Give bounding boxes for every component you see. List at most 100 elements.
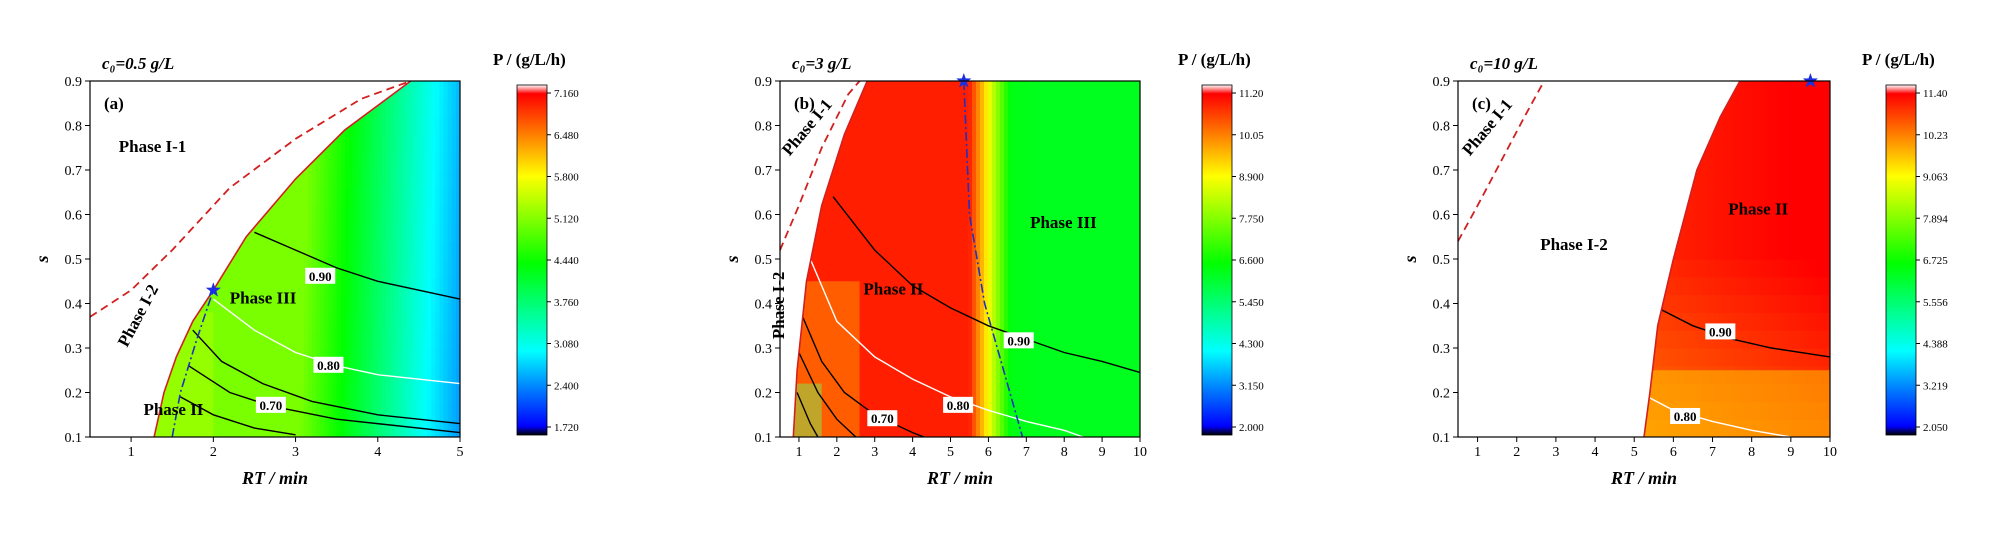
heat-cell — [344, 134, 350, 153]
heat-cell — [800, 205, 805, 224]
heat-cell — [964, 312, 969, 331]
heat-cell — [1503, 241, 1508, 259]
heat-cell — [168, 348, 173, 367]
heat-cell — [111, 384, 116, 402]
heat-cell — [1524, 419, 1529, 437]
heat-cell — [381, 81, 387, 100]
heat-cell — [1024, 401, 1029, 420]
heat-cell — [361, 152, 367, 171]
heat-cell — [1648, 116, 1653, 135]
heat-cell — [1080, 205, 1085, 224]
heat-cell — [172, 259, 177, 278]
heat-cell — [868, 170, 873, 189]
heat-cell — [176, 187, 182, 207]
heat-cell — [1520, 366, 1525, 384]
heat-cell — [1084, 205, 1089, 224]
heat-cell — [1623, 366, 1628, 384]
heat-cell — [111, 170, 116, 188]
heat-cell — [1615, 259, 1620, 277]
heat-cell — [1710, 276, 1715, 296]
heat-cell — [1000, 241, 1005, 260]
heat-cell — [295, 312, 301, 331]
heat-cell — [1586, 170, 1591, 188]
heat-cell — [320, 205, 325, 224]
heat-cell — [1594, 152, 1599, 170]
heat-cell — [381, 223, 387, 242]
heat-cell — [1619, 241, 1624, 259]
heat-cell — [1574, 384, 1579, 402]
heat-cell — [180, 98, 186, 118]
heat-cell — [1677, 259, 1682, 278]
heat-cell — [944, 187, 949, 207]
heat-cell — [291, 348, 297, 367]
heat-cell — [102, 295, 107, 313]
heat-cell — [192, 116, 198, 135]
heat-cell — [828, 365, 833, 385]
heat-cell — [1096, 170, 1101, 189]
heat-cell — [1466, 259, 1471, 277]
heat-cell — [254, 330, 260, 349]
heat-cell — [1528, 384, 1533, 402]
heat-cell — [270, 276, 276, 296]
heat-cell — [242, 116, 247, 135]
heat-cell — [1060, 348, 1065, 367]
heat-cell — [1108, 259, 1113, 278]
heat-cell — [1619, 259, 1624, 277]
heat-cell — [1060, 81, 1065, 100]
heat-cell — [824, 294, 829, 313]
heat-cell — [936, 419, 941, 437]
heat-cell — [1458, 348, 1463, 366]
heat-cell — [1582, 312, 1587, 330]
heat-cell — [956, 259, 961, 278]
heat-cell — [1611, 188, 1616, 206]
heat-cell — [328, 401, 334, 420]
heat-cell — [148, 419, 153, 437]
heat-cell — [916, 365, 921, 385]
heat-cell — [201, 330, 206, 349]
heat-cell — [1008, 312, 1013, 331]
heat-cell — [394, 330, 399, 349]
heat-cell — [1016, 170, 1021, 189]
heat-cell — [1599, 170, 1604, 188]
heat-cell — [848, 205, 853, 224]
heat-cell — [1483, 206, 1488, 224]
heat-cell — [98, 348, 103, 366]
heat-cell — [852, 259, 857, 278]
heat-cell — [916, 401, 921, 420]
heat-cell — [1112, 205, 1117, 224]
heat-cell — [102, 223, 107, 241]
heat-cell — [1644, 187, 1645, 207]
heat-cell — [1545, 259, 1550, 277]
heat-cell — [414, 170, 420, 189]
heat-cell — [1479, 259, 1484, 277]
heat-cell — [960, 134, 965, 153]
heat-cell — [872, 259, 877, 278]
heat-cell — [1578, 401, 1583, 419]
heat-cell — [936, 81, 941, 100]
heat-cell — [1524, 152, 1529, 170]
heat-cell — [418, 205, 424, 224]
heat-cell — [1549, 277, 1554, 295]
heat-cell — [90, 348, 95, 366]
heat-cell — [1524, 366, 1529, 384]
heat-cell — [1020, 116, 1025, 135]
heat-cell — [964, 205, 969, 224]
heat-cell — [1574, 419, 1579, 437]
heat-cell — [1623, 277, 1628, 295]
heat-cell — [1096, 187, 1101, 207]
heat-cell — [1520, 312, 1525, 330]
heat-cell — [952, 419, 957, 437]
heat-cell — [155, 170, 161, 189]
heat-cell — [275, 312, 280, 331]
heat-cell — [94, 81, 99, 99]
heat-cell — [916, 294, 921, 313]
heat-cell — [238, 312, 243, 331]
heat-cell — [435, 81, 441, 100]
heat-cell — [295, 383, 301, 402]
heat-cell — [1590, 366, 1595, 384]
heat-cell — [1475, 401, 1480, 419]
heat-cell — [832, 419, 837, 437]
heat-cell — [896, 294, 901, 313]
heat-cell — [1611, 206, 1616, 224]
heat-cell — [139, 81, 144, 99]
